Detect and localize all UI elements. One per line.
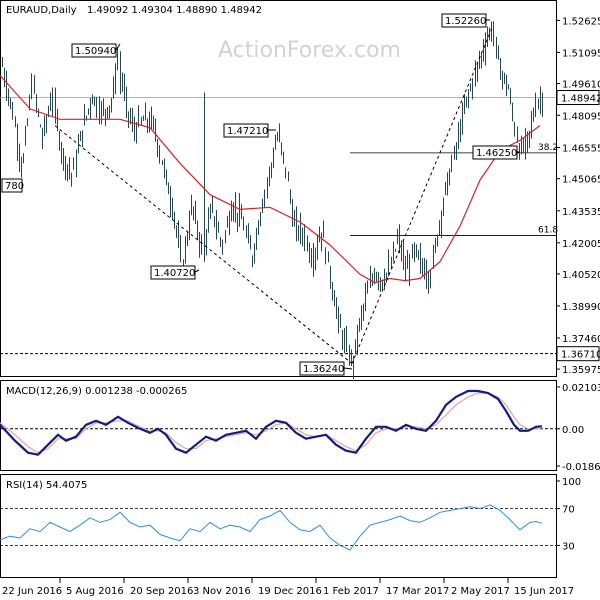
price-chart-title: EURAUD,Daily	[6, 5, 77, 16]
price-annotation-box	[71, 43, 117, 58]
fib-level-label: 38.2	[538, 143, 558, 153]
current-price-label: 1.48942	[561, 94, 600, 105]
rsi-y-tick-label: 100	[562, 477, 581, 488]
x-tick-label: 15 Jun 2017	[514, 586, 574, 597]
watermark: ActionForex.com	[218, 38, 401, 63]
macd-y-tick-label: 0.021032	[562, 383, 600, 394]
price-annotation-pointer	[343, 367, 353, 370]
price-annotation-box	[1, 178, 23, 193]
rsi-y-tick-label: 30	[562, 541, 575, 552]
rsi-y-tick-label: 70	[562, 505, 575, 516]
price-annotation-label: 1.52260	[445, 16, 486, 27]
ohlc-values: 1.49092 1.49304 1.48890 1.48942	[87, 5, 262, 16]
current-price-box	[556, 90, 600, 106]
x-tick-label: 1 Feb 2017	[323, 586, 379, 597]
x-tick-label: 5 Aug 2016	[66, 586, 124, 597]
rsi-line	[0, 504, 543, 551]
price-y-tick-label: 1.52625	[562, 16, 600, 27]
moving-average-line	[0, 74, 541, 284]
price-y-tick-label: 1.37460	[562, 334, 600, 345]
price-y-tick-label: 1.40520	[562, 270, 600, 281]
price-y-tick-label: 1.46555	[562, 144, 600, 155]
macd-y-tick-label: 0.00	[562, 425, 584, 436]
price-panel-frame	[0, 0, 557, 377]
fib-level-label: 61.8	[538, 226, 558, 236]
price-y-tick-label: 1.38990	[562, 302, 600, 313]
x-tick-label: 20 Sep 2016	[130, 586, 193, 597]
x-tick-label: 17 Mar 2017	[386, 586, 449, 597]
price-annotation-pointer	[115, 43, 121, 51]
price-annotation-label: 1.36240	[303, 364, 344, 375]
price-annotation-label: 1.40720	[154, 268, 195, 279]
support-label: 1.36710	[561, 350, 600, 361]
price-y-tick-label: 1.49610	[562, 80, 600, 91]
x-tick-label: 2 May 2017	[451, 586, 510, 597]
rsi-title: RSI(14) 54.4075	[6, 480, 87, 491]
price-annotation-label: 1.50940	[75, 46, 116, 57]
macd-title: MACD(12,26,9) 0.001238 -0.000265	[6, 386, 187, 397]
uptrend-line	[351, 27, 493, 364]
price-annotation-label: 1.46250	[476, 148, 517, 159]
price-y-tick-label: 1.45065	[562, 175, 600, 186]
price-annotation-box	[150, 265, 196, 280]
price-y-tick-label: 1.43535	[562, 207, 600, 218]
price-annotation-label: 780	[5, 181, 24, 192]
macd-y-tick-label: -0.018699	[562, 462, 600, 473]
price-y-tick-label: 1.51095	[562, 48, 600, 59]
rsi-panel-frame	[0, 474, 557, 578]
price-y-tick-label: 1.35975	[562, 365, 600, 376]
x-tick-label: 19 Dec 2016	[258, 586, 322, 597]
price-annotation-label: 1.47210	[227, 126, 268, 137]
x-tick-label: 22 Jun 2016	[2, 586, 62, 597]
price-y-tick-label: 1.48095	[562, 111, 600, 122]
macd-line	[0, 389, 543, 456]
price-annotation-pointer	[194, 269, 200, 273]
price-y-tick-label: 1.42005	[562, 239, 600, 250]
support-label-box	[556, 346, 600, 362]
x-tick-label: 3 Nov 2016	[193, 586, 251, 597]
macd-signal-line	[0, 392, 543, 454]
